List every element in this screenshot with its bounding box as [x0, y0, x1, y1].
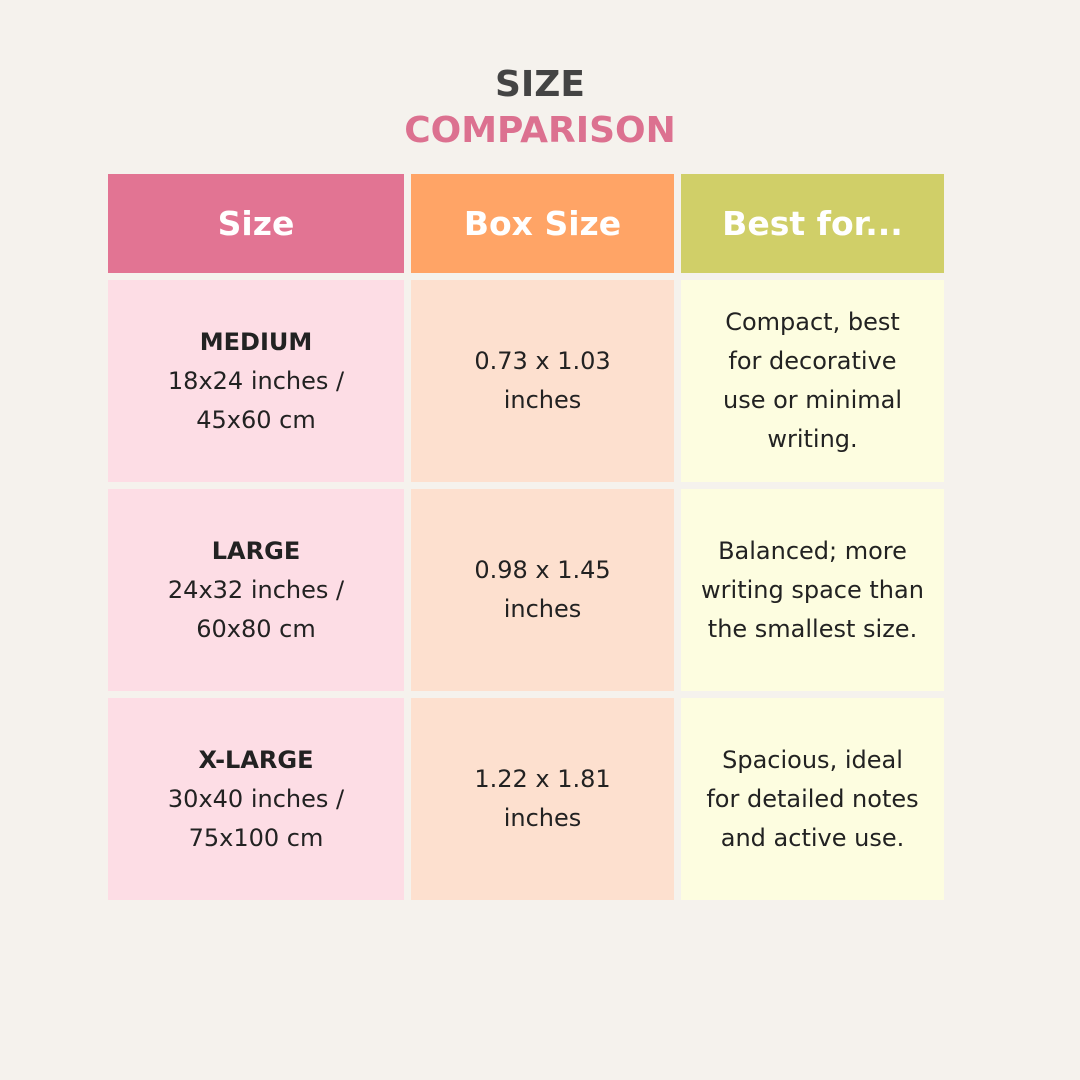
box-size-cell: 0.73 x 1.03 inches [411, 280, 674, 482]
best-for-text: Spacious, ideal for detailed notes and a… [706, 745, 919, 852]
box-size-value: 0.98 x 1.45 inches [474, 556, 611, 623]
best-for-text: Balanced; more writing space than the sm… [701, 536, 924, 643]
size-cell: MEDIUM 18x24 inches / 45x60 cm [108, 280, 404, 482]
best-for-text: Compact, best for decorative use or mini… [723, 308, 902, 453]
best-for-cell: Spacious, ideal for detailed notes and a… [681, 698, 944, 900]
box-size-value: 1.22 x 1.81 inches [474, 765, 611, 832]
size-cell: LARGE 24x32 inches / 60x80 cm [108, 489, 404, 691]
size-cell: X-LARGE 30x40 inches / 75x100 cm [108, 698, 404, 900]
size-dimensions: 24x32 inches / 60x80 cm [167, 575, 345, 643]
header-size: Size [108, 174, 404, 273]
size-dimensions: 18x24 inches / 45x60 cm [167, 366, 345, 434]
size-comparison-table: Size Box Size Best for... MEDIUM 18x24 i… [108, 174, 944, 900]
size-name: LARGE [211, 536, 301, 565]
box-size-value: 0.73 x 1.03 inches [474, 347, 611, 414]
header-box-size: Box Size [411, 174, 674, 273]
size-name: X-LARGE [198, 745, 314, 774]
title-line-1: SIZE [494, 64, 586, 105]
size-name: MEDIUM [199, 327, 313, 356]
header-best-for: Best for... [681, 174, 944, 273]
box-size-cell: 0.98 x 1.45 inches [411, 489, 674, 691]
size-dimensions: 30x40 inches / 75x100 cm [167, 784, 345, 852]
box-size-cell: 1.22 x 1.81 inches [411, 698, 674, 900]
best-for-cell: Balanced; more writing space than the sm… [681, 489, 944, 691]
best-for-cell: Compact, best for decorative use or mini… [681, 280, 944, 482]
title-line-2: COMPARISON [404, 110, 676, 151]
